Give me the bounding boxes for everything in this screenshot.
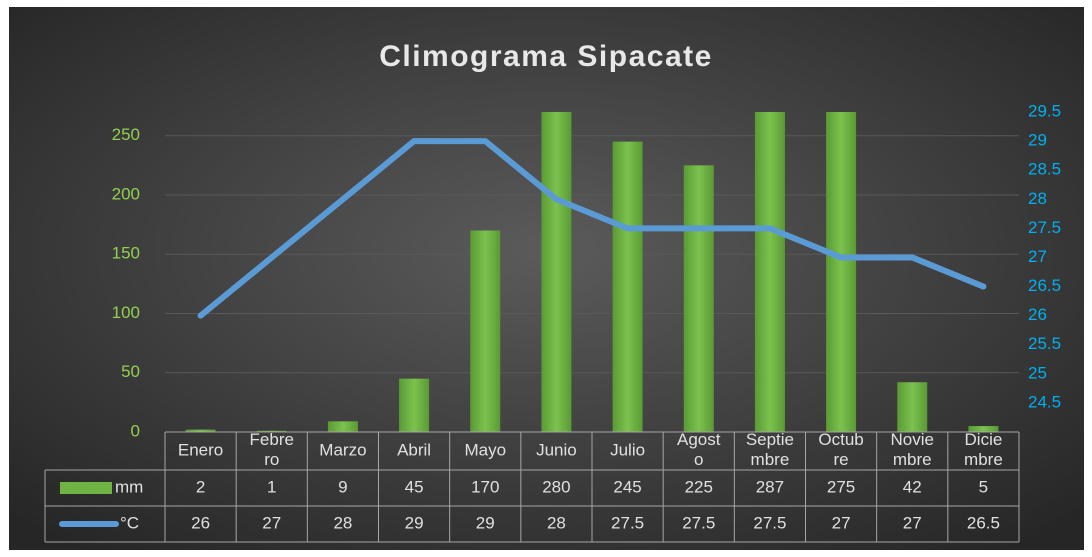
x-tick-label: Julio — [610, 440, 645, 459]
y-tick-label: 250 — [112, 125, 140, 144]
x-tick-label: Agost o — [677, 430, 721, 469]
y2-tick-label: 29.5 — [1028, 101, 1061, 120]
table-value: 27 — [832, 513, 851, 532]
line — [197, 138, 987, 319]
x-tick-label: Febre ro — [250, 430, 294, 469]
bar — [683, 165, 714, 432]
table-value: 29 — [405, 513, 424, 532]
y-tick-label: 50 — [121, 362, 140, 381]
y2-tick-label: 26.5 — [1028, 276, 1061, 295]
table-value: 245 — [613, 477, 641, 496]
table-value: 27 — [903, 513, 922, 532]
bar — [399, 378, 430, 432]
table-value: 27.5 — [753, 513, 786, 532]
y2-tick-label: 28 — [1028, 189, 1047, 208]
table-value: 287 — [756, 477, 784, 496]
bar — [754, 112, 785, 432]
x-tick-label: Septie mbre — [746, 430, 794, 469]
table-value: 1 — [267, 477, 276, 496]
legend-key — [60, 482, 112, 494]
table-value: 28 — [547, 513, 566, 532]
legend-label: °C — [120, 513, 139, 532]
table-value: 26.5 — [967, 513, 1000, 532]
table-value: 9 — [338, 477, 347, 496]
chart-title: Climograma Sipacate — [379, 40, 713, 73]
x-tick-label: Octub re — [818, 430, 863, 469]
bar — [327, 421, 358, 432]
y-tick-label: 0 — [131, 421, 140, 440]
y2-tick-label: 25 — [1028, 363, 1047, 382]
y2-tick-label: 27 — [1028, 247, 1047, 266]
table-value: 225 — [685, 477, 713, 496]
x-tick-label: Mayo — [464, 440, 506, 459]
x-tick-label: Enero — [178, 440, 223, 459]
table-value: 170 — [471, 477, 499, 496]
y2-tick-label: 25.5 — [1028, 334, 1061, 353]
x-tick-label: Dicie mbre — [964, 430, 1003, 469]
y2-tick-label: 28.5 — [1028, 160, 1061, 179]
table-value: 5 — [979, 477, 988, 496]
bar — [826, 112, 857, 432]
y-tick-label: 100 — [112, 303, 140, 322]
y2-tick-label: 27.5 — [1028, 218, 1061, 237]
bar — [185, 429, 216, 432]
table-value: 42 — [903, 477, 922, 496]
bar — [968, 426, 999, 432]
table-value: 27.5 — [611, 513, 644, 532]
x-tick-label: Marzo — [319, 440, 366, 459]
x-tick-label: Abril — [397, 440, 431, 459]
table-value: 27 — [262, 513, 281, 532]
y-tick-label: 200 — [112, 184, 140, 203]
table-value: 280 — [542, 477, 570, 496]
bar — [256, 430, 287, 432]
legend-label: mm — [115, 477, 143, 496]
x-tick-label: Novie mbre — [891, 430, 934, 469]
y2-tick-label: 26 — [1028, 305, 1047, 324]
y-tick-label: 150 — [112, 244, 140, 263]
x-tick-label: Junio — [536, 440, 577, 459]
bar — [541, 112, 572, 432]
bar — [612, 141, 643, 432]
bar — [470, 230, 501, 432]
bar — [897, 382, 928, 432]
table-value: 26 — [191, 513, 210, 532]
table-value: 275 — [827, 477, 855, 496]
y2-tick-label: 24.5 — [1028, 392, 1061, 411]
table-value: 2 — [196, 477, 205, 496]
table-value: 27.5 — [682, 513, 715, 532]
table-value: 29 — [476, 513, 495, 532]
plot-area — [185, 112, 999, 432]
table-value: 28 — [333, 513, 352, 532]
table-value: 45 — [405, 477, 424, 496]
y2-tick-label: 29 — [1028, 131, 1047, 150]
